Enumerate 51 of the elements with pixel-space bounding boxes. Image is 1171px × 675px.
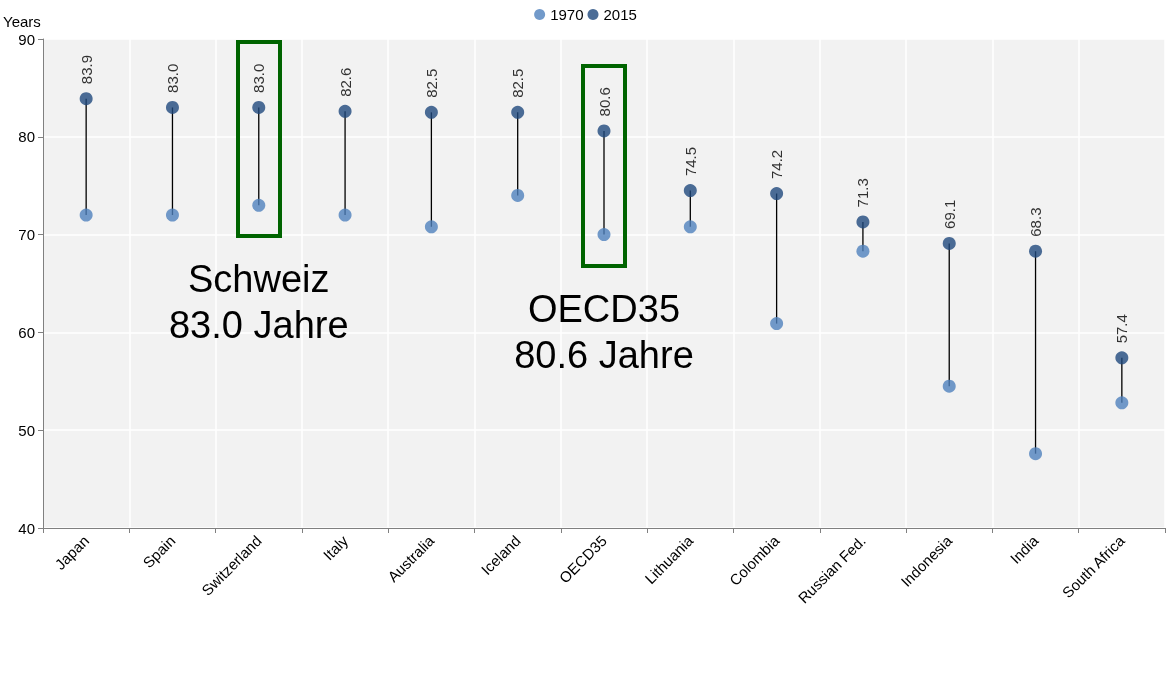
point (79, 208, 93, 222)
point (1115, 396, 1129, 410)
point (942, 379, 956, 393)
data-label: 83.9 (77, 54, 95, 85)
point (511, 188, 525, 202)
point (770, 187, 784, 201)
data-label: 71.3 (854, 178, 872, 208)
data-label: 83.0 (250, 63, 268, 93)
point (165, 100, 179, 114)
y-tick-label: 50 (18, 421, 35, 439)
point (597, 124, 611, 138)
y-axis-title: Years (3, 13, 41, 30)
point (856, 244, 870, 258)
point (79, 92, 93, 106)
data-label: 74.5 (681, 146, 699, 177)
point (1115, 351, 1129, 365)
point (942, 236, 956, 250)
y-tick-label: 80 (18, 128, 35, 146)
point (597, 228, 611, 242)
legend-label: 1970 (550, 6, 584, 23)
point (856, 215, 870, 229)
data-label: 82.6 (336, 67, 354, 97)
annotation: Schweiz 83.0 Jahre (168, 258, 349, 347)
point (338, 208, 352, 222)
point (338, 104, 352, 118)
data-label: 80.6 (595, 87, 613, 117)
point (252, 100, 266, 114)
data-label: 57.4 (1113, 314, 1131, 344)
data-label: 83.0 (163, 63, 181, 93)
y-tick-label: 60 (18, 323, 35, 341)
point (424, 105, 438, 119)
point (1029, 244, 1043, 258)
point (683, 220, 697, 234)
point (1029, 447, 1043, 461)
y-tick-label: 40 (18, 519, 35, 537)
point (424, 220, 438, 234)
data-label: 74.2 (768, 149, 786, 180)
data-label: 82.5 (422, 68, 440, 98)
point (683, 184, 697, 198)
annotation: OECD35 80.6 Jahre (514, 287, 694, 376)
data-label: 69.1 (940, 199, 958, 229)
point (511, 105, 525, 119)
point (252, 198, 266, 212)
legend-label: 2015 (603, 6, 637, 23)
x-tick-label: Italy (319, 531, 352, 564)
point (770, 317, 784, 331)
point (165, 208, 179, 222)
data-label: 68.3 (1027, 207, 1045, 237)
y-tick-label: 90 (18, 30, 35, 48)
y-tick-label: 70 (18, 226, 35, 244)
data-label: 82.5 (509, 68, 527, 98)
